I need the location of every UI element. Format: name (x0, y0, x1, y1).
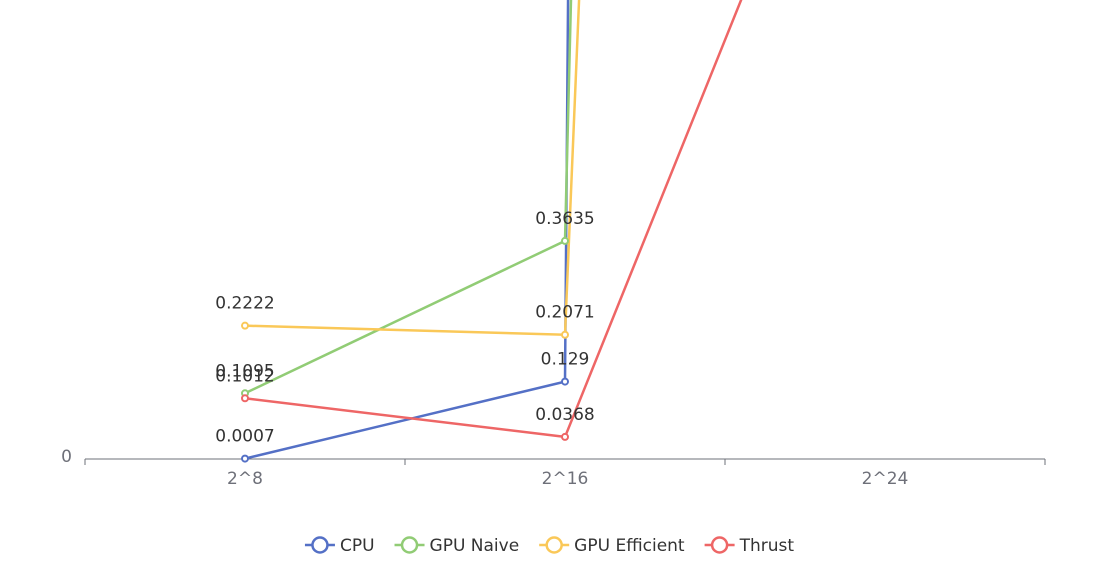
x-tick-label: 2^8 (227, 469, 263, 489)
legend-item[interactable]: GPU Naive (394, 536, 520, 556)
x-axis-ticks (84, 459, 1046, 465)
legend-label: GPU Naive (430, 536, 520, 556)
data-label: 0.2071 (535, 303, 594, 323)
legend-icon-marker (400, 536, 419, 554)
data-labels: 0.00070.129670.10950.363521.80.22220.207… (215, 209, 594, 447)
legend-item[interactable]: GPU Efficient (539, 536, 685, 556)
x-tick-label: 2^16 (542, 469, 589, 489)
legend-label: CPU (340, 536, 375, 556)
data-label: 0.1095 (215, 361, 274, 381)
legend-icon-marker (545, 536, 563, 554)
data-label: 0.0368 (535, 405, 594, 425)
data-point (241, 394, 249, 403)
data-point (561, 236, 569, 245)
legend-icon-marker (311, 536, 329, 554)
data-label: 0.0007 (215, 427, 274, 447)
data-label: 0.2222 (215, 294, 274, 314)
legend-label: GPU Efficient (574, 536, 685, 556)
plot-area (241, 0, 743, 463)
legend-item[interactable]: Thrust (704, 536, 795, 556)
legend-icon-marker (710, 536, 729, 554)
data-point (241, 454, 249, 463)
data-point (241, 321, 249, 330)
legend-item[interactable]: CPU (304, 536, 375, 556)
data-label: 0.129 (541, 350, 590, 370)
data-label: 0.1012 (215, 366, 274, 386)
x-tick-label: 2^24 (862, 469, 909, 489)
data-label: 0.3635 (535, 209, 594, 229)
data-point (561, 330, 569, 339)
y-tick-label: 0 (61, 447, 72, 467)
legend-label: Thrust (739, 536, 795, 556)
legend: CPU GPU Naive GPU Efficient Thrust (304, 536, 795, 556)
data-point (561, 377, 569, 386)
data-point (561, 432, 569, 441)
